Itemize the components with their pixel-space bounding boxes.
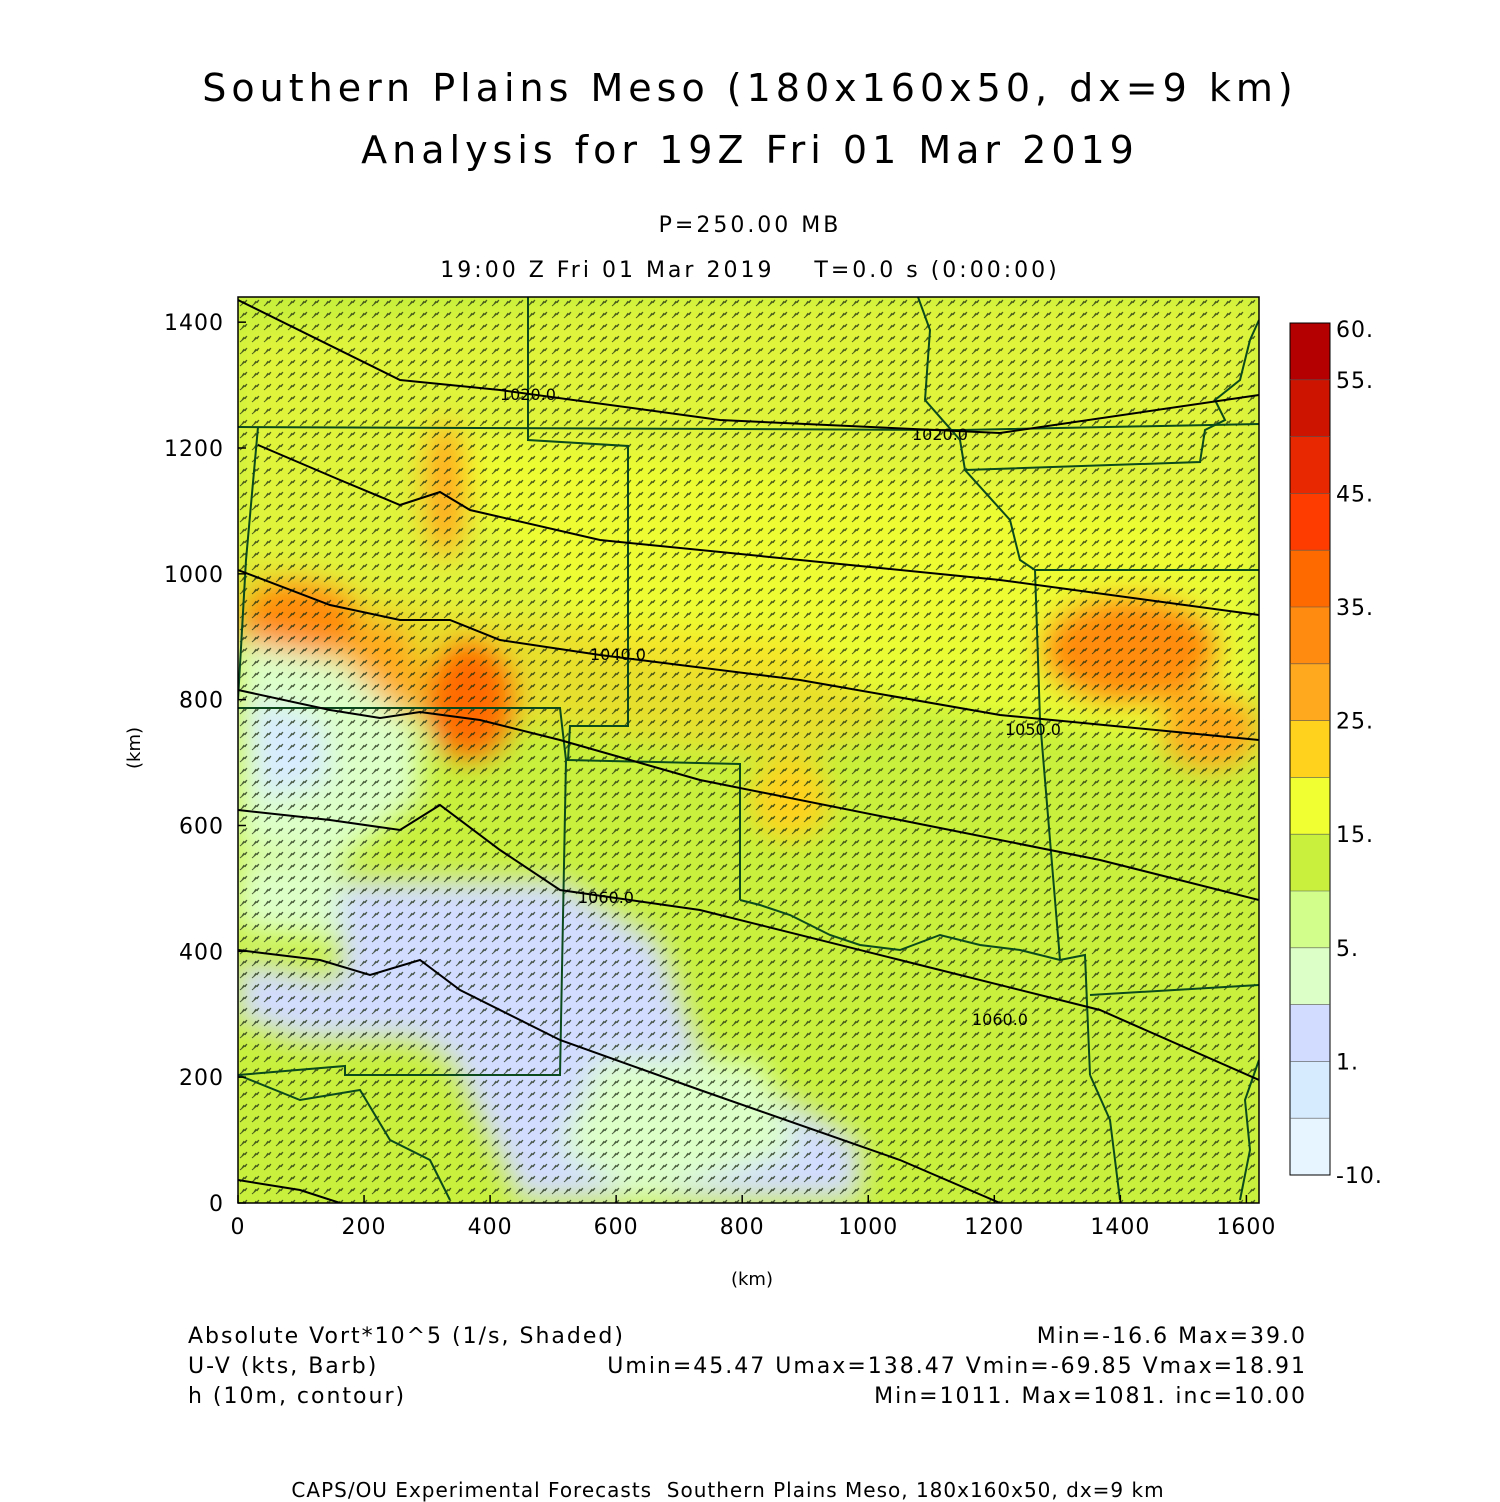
y-tick-label: 1400 [164, 311, 224, 336]
state-borders [238, 297, 1259, 1201]
legend-field2-name: U-V (kts, Barb) [188, 1354, 379, 1379]
footer-credit: CAPS/OU Experimental Forecasts Southern … [291, 1478, 1165, 1502]
y-tick-label: 200 [179, 1066, 224, 1091]
x-tick-label: 600 [594, 1215, 639, 1240]
valid-time: 19:00 Z Fri 01 Mar 2019 T=0.0 s (0:00:00… [440, 258, 1060, 283]
map-title-line1: Southern Plains Meso (180x160x50, dx=9 k… [202, 66, 1298, 110]
colorbar-swatch [1290, 663, 1330, 722]
colorbar-swatch [1290, 1118, 1330, 1176]
colorbar-swatch [1290, 493, 1330, 551]
colorbar-swatch [1290, 607, 1330, 665]
y-tick-label: 400 [179, 940, 224, 965]
colorbar [1289, 322, 1331, 1176]
plot-frame [237, 296, 1260, 1204]
x-tick-label: 800 [720, 1215, 765, 1240]
colorbar-label: 45. [1336, 482, 1374, 507]
contour-label: 1050.0 [1005, 720, 1061, 739]
legend-field2-stats: Umin=45.47 Umax=138.47 Vmin=-69.85 Vmax=… [607, 1354, 1307, 1379]
map-title-line2: Analysis for 19Z Fri 01 Mar 2019 [361, 128, 1139, 172]
colorbar-swatch [1290, 777, 1330, 835]
contour-label: 1060.0 [578, 888, 634, 907]
colorbar-label: 60. [1336, 318, 1374, 343]
x-tick-label: 200 [342, 1215, 387, 1240]
colorbar-label: -10. [1336, 1164, 1383, 1189]
contour-label: 1060.0 [972, 1010, 1028, 1029]
contour-labels: 1020.0 1020.0 1040.0 1050.0 1060.0 1060.… [500, 385, 1061, 1029]
colorbar-swatch [1290, 550, 1330, 608]
y-tick-label: 800 [179, 689, 224, 714]
y-tick-label: 0 [209, 1192, 224, 1217]
vorticity-shading [238, 297, 1259, 1203]
legend-field3-stats: Min=1011. Max=1081. inc=10.00 [874, 1384, 1307, 1409]
y-axis-label: (km) [124, 727, 145, 769]
x-tick-label: 1200 [964, 1215, 1024, 1240]
x-tick-label: 400 [468, 1215, 513, 1240]
colorbar-swatch [1290, 947, 1330, 1006]
colorbar-label: 5. [1336, 937, 1359, 962]
y-tick-label: 1000 [164, 563, 224, 588]
colorbar-swatch [1290, 436, 1330, 494]
colorbar-label: 15. [1336, 823, 1374, 848]
x-tick-label: 0 [231, 1215, 246, 1240]
colorbar-swatch [1290, 834, 1330, 892]
legend-field1-name: Absolute Vort*10^5 (1/s, Shaded) [188, 1324, 625, 1349]
x-tick-label: 1000 [838, 1215, 898, 1240]
y-tick-label: 1200 [164, 437, 224, 462]
pressure-level: P=250.00 MB [658, 213, 842, 238]
x-tick-label: 1400 [1090, 1215, 1150, 1240]
colorbar-swatch [1290, 323, 1330, 381]
colorbar-swatch [1290, 1004, 1330, 1062]
contour-label: 1040.0 [590, 645, 646, 664]
colorbar-label: 1. [1336, 1050, 1359, 1075]
colorbar-swatch [1290, 891, 1330, 949]
colorbar-swatch [1290, 720, 1330, 778]
colorbar-swatch [1290, 379, 1330, 438]
colorbar-frame [1289, 322, 1331, 1176]
legend-field1-stats: Min=-16.6 Max=39.0 [1036, 1324, 1307, 1349]
colorbar-label: 55. [1336, 369, 1374, 394]
colorbar-label: 25. [1336, 710, 1374, 735]
x-tick-label: 1600 [1216, 1215, 1276, 1240]
colorbar-swatch [1290, 1061, 1330, 1119]
contour-label: 1020.0 [912, 425, 968, 444]
height-contours [238, 299, 1259, 1203]
y-tick-label: 600 [179, 815, 224, 840]
contour-label: 1020.0 [500, 385, 556, 404]
legend-field3-name: h (10m, contour) [188, 1384, 407, 1409]
x-axis-label: (km) [731, 1269, 773, 1290]
colorbar-label: 35. [1336, 596, 1374, 621]
